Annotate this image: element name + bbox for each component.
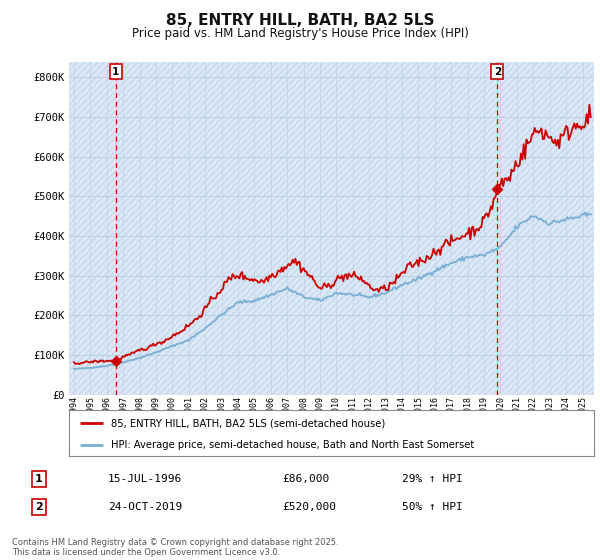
Text: 1: 1 xyxy=(112,67,119,77)
Text: 2: 2 xyxy=(35,502,43,512)
Text: 1: 1 xyxy=(35,474,43,484)
Text: £520,000: £520,000 xyxy=(282,502,336,512)
Text: £86,000: £86,000 xyxy=(282,474,329,484)
Text: Contains HM Land Registry data © Crown copyright and database right 2025.
This d: Contains HM Land Registry data © Crown c… xyxy=(12,538,338,557)
Text: 85, ENTRY HILL, BATH, BA2 5LS: 85, ENTRY HILL, BATH, BA2 5LS xyxy=(166,13,434,28)
Text: 15-JUL-1996: 15-JUL-1996 xyxy=(108,474,182,484)
Text: 2: 2 xyxy=(494,67,501,77)
Text: HPI: Average price, semi-detached house, Bath and North East Somerset: HPI: Average price, semi-detached house,… xyxy=(111,440,474,450)
Text: 50% ↑ HPI: 50% ↑ HPI xyxy=(402,502,463,512)
Text: Price paid vs. HM Land Registry's House Price Index (HPI): Price paid vs. HM Land Registry's House … xyxy=(131,27,469,40)
Text: 29% ↑ HPI: 29% ↑ HPI xyxy=(402,474,463,484)
Text: 24-OCT-2019: 24-OCT-2019 xyxy=(108,502,182,512)
Text: 85, ENTRY HILL, BATH, BA2 5LS (semi-detached house): 85, ENTRY HILL, BATH, BA2 5LS (semi-deta… xyxy=(111,418,385,428)
